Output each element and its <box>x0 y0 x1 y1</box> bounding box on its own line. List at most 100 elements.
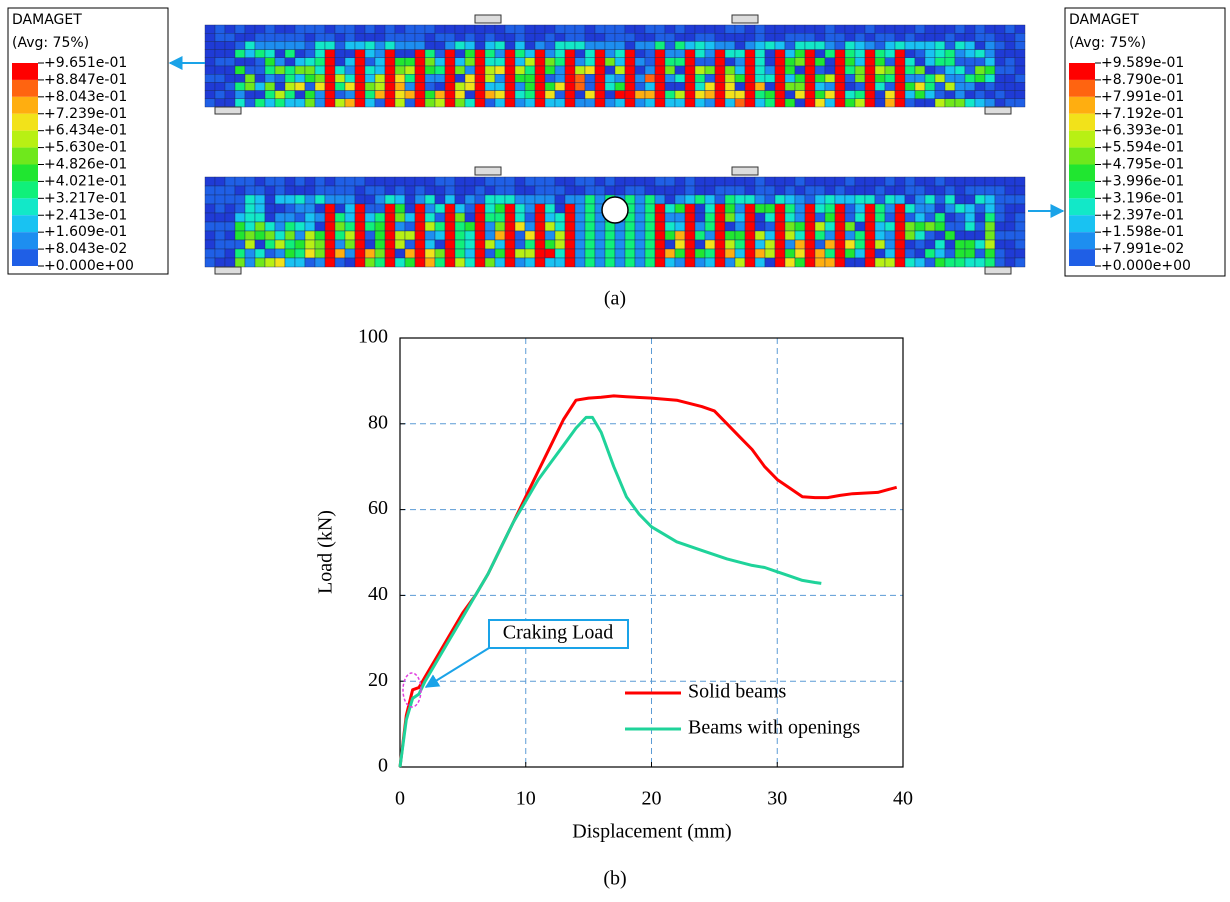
mesh-cell <box>384 82 396 91</box>
mesh-cell <box>454 185 466 196</box>
mesh-cell <box>774 82 786 91</box>
mesh-cell <box>834 257 846 268</box>
mesh-cell <box>474 82 486 91</box>
mesh-cell <box>904 65 916 75</box>
mesh-cell <box>314 239 326 250</box>
mesh-cell <box>264 185 276 196</box>
mesh-cell <box>874 239 886 250</box>
mesh-cell <box>344 41 356 50</box>
mesh-cell <box>504 57 516 67</box>
mesh-cell <box>844 194 856 205</box>
mesh-cell <box>474 176 486 187</box>
mesh-cell <box>574 212 586 223</box>
mesh-cell <box>904 257 916 268</box>
mesh-cell <box>424 65 436 75</box>
mesh-cell <box>254 239 266 250</box>
mesh-cell <box>774 41 786 50</box>
mesh-cell <box>774 49 786 58</box>
mesh-cell <box>294 203 306 214</box>
mesh-cell <box>284 82 296 91</box>
mesh-cell <box>364 82 376 91</box>
mesh-cell <box>584 57 596 67</box>
mesh-cell <box>614 230 626 241</box>
mesh-cell <box>304 248 316 259</box>
mesh-cell <box>284 24 296 34</box>
mesh-cell <box>754 176 766 187</box>
mesh-cell <box>634 203 646 214</box>
mesh-cell <box>684 65 696 75</box>
mesh-cell <box>714 239 726 250</box>
mesh-cell <box>364 185 376 196</box>
mesh-cell <box>274 257 286 268</box>
mesh-cell <box>684 230 696 241</box>
legend-label: +3.217e-01 <box>44 190 127 206</box>
mesh-cell <box>664 212 676 223</box>
mesh-cell <box>594 230 606 241</box>
mesh-cell <box>634 65 646 75</box>
mesh-cell <box>994 41 1006 50</box>
mesh-cell <box>764 90 776 99</box>
mesh-cell <box>274 221 286 232</box>
mesh-cell <box>394 230 406 241</box>
mesh-cell <box>234 185 246 196</box>
mesh-cell <box>654 98 666 108</box>
mesh-cell <box>384 203 396 214</box>
mesh-cell <box>734 41 746 50</box>
mesh-cell <box>874 24 886 34</box>
mesh-cell <box>1004 90 1016 99</box>
mesh-cell <box>324 212 336 223</box>
mesh-cell <box>864 194 876 205</box>
mesh-cell <box>244 212 256 223</box>
mesh-cell <box>714 194 726 205</box>
mesh-cell <box>794 49 806 58</box>
mesh-cell <box>814 82 826 91</box>
mesh-cell <box>874 194 886 205</box>
mesh-cell <box>604 248 616 259</box>
mesh-cell <box>384 33 396 42</box>
mesh-cell <box>224 212 236 223</box>
mesh-cell <box>604 239 616 250</box>
mesh-cell <box>294 49 306 58</box>
mesh-cell <box>734 257 746 268</box>
mesh-cell <box>524 73 536 83</box>
support <box>474 14 502 24</box>
mesh-cell <box>554 185 566 196</box>
mesh-cell <box>824 33 836 42</box>
mesh-cell <box>564 203 576 214</box>
mesh-cell <box>394 73 406 83</box>
mesh-cell <box>714 82 726 91</box>
mesh-cell <box>314 82 326 91</box>
mesh-cell <box>1014 248 1026 259</box>
mesh-cell <box>574 41 586 50</box>
mesh-cell <box>364 239 376 250</box>
mesh-cell <box>394 257 406 268</box>
mesh-cell <box>694 185 706 196</box>
mesh-cell <box>954 185 966 196</box>
mesh-cell <box>994 221 1006 232</box>
mesh-cell <box>484 212 496 223</box>
mesh-cell <box>224 203 236 214</box>
mesh-cell <box>764 82 776 91</box>
mesh-cell <box>724 257 736 268</box>
mesh-cell <box>364 33 376 42</box>
mesh-cell <box>414 73 426 83</box>
mesh-cell <box>264 221 276 232</box>
mesh-cell <box>824 24 836 34</box>
mesh-cell <box>974 176 986 187</box>
mesh-cell <box>314 98 326 108</box>
mesh-cell <box>714 176 726 187</box>
mesh-cell <box>884 65 896 75</box>
mesh-cell <box>244 73 256 83</box>
mesh-cell <box>794 212 806 223</box>
mesh-cell <box>454 248 466 259</box>
mesh-cell <box>794 257 806 268</box>
mesh-cell <box>484 24 496 34</box>
mesh-cell <box>484 49 496 58</box>
mesh-cell <box>674 73 686 83</box>
legend-label: +6.393e-01 <box>1101 123 1184 139</box>
mesh-cell <box>1004 185 1016 196</box>
mesh-cell <box>664 194 676 205</box>
mesh-cell <box>714 248 726 259</box>
mesh-cell <box>374 98 386 108</box>
mesh-cell <box>704 57 716 67</box>
